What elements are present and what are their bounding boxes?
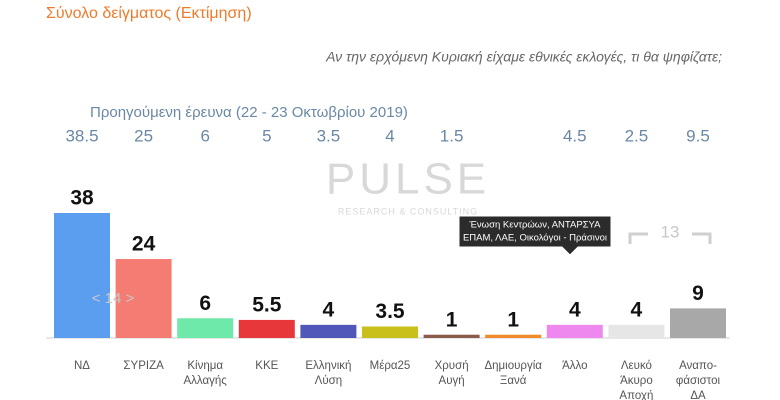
x-tick-label: Ξανά <box>500 375 527 387</box>
value-label: 24 <box>132 233 156 256</box>
value-label: 9 <box>692 282 704 305</box>
x-tick-label: Χρυσή <box>435 360 469 372</box>
x-tick-label: ΔΑ <box>690 390 706 400</box>
bar <box>546 324 603 338</box>
x-tick-label: Αποχή <box>619 390 653 400</box>
value-label: 5.5 <box>252 293 282 316</box>
previous-value: 9.5 <box>686 126 710 145</box>
value-label: 1 <box>446 308 458 331</box>
annotation: 13 <box>661 222 680 241</box>
value-label: 4 <box>631 298 643 321</box>
tooltip-line: ΕΠΑΜ, ΛΑΕ, Οικολόγοι - Πράσινοι <box>463 233 607 244</box>
x-tick-label: Αυγή <box>439 375 465 387</box>
bar <box>54 212 110 338</box>
x-tick-label: Ελληνική <box>305 360 351 372</box>
bar <box>362 326 418 338</box>
x-tick-label: ΚΚΕ <box>255 360 278 372</box>
bar <box>238 319 295 338</box>
value-label: 4 <box>569 298 581 321</box>
watermark-sub: RESEARCH & CONSULTING <box>338 206 478 216</box>
previous-value: 3.5 <box>317 126 341 145</box>
x-tick-label: Άκυρο <box>620 375 653 387</box>
x-tick-label: Αλλαγής <box>184 375 228 387</box>
value-label: 6 <box>199 292 211 315</box>
previous-value: 38.5 <box>65 126 98 145</box>
watermark: PULSE <box>326 155 490 204</box>
bar <box>300 324 357 338</box>
chart-title: Σύνολο δείγματος (Εκτίμηση) <box>46 5 252 22</box>
previous-value: 5 <box>262 126 271 145</box>
bar <box>608 324 665 338</box>
previous-value: 25 <box>134 126 153 145</box>
bracket <box>628 232 712 244</box>
x-tick-label: Λύση <box>315 375 342 387</box>
value-label: 4 <box>323 298 335 321</box>
bar <box>115 259 172 338</box>
question: Αν την ερχόμενη Κυριακή είχαμε εθνικές ε… <box>325 49 722 65</box>
bar <box>670 308 726 338</box>
previous-value: 2.5 <box>625 126 649 145</box>
value-label: 1 <box>507 308 519 331</box>
bar <box>423 334 480 338</box>
previous-value: 6 <box>200 126 209 145</box>
x-tick-label: Λευκό <box>621 360 652 372</box>
tooltip-box <box>458 215 612 256</box>
x-tick-label: Αναπο- <box>679 360 717 372</box>
x-tick-label: φάσιστοι <box>676 375 721 387</box>
bar <box>177 318 234 338</box>
bars <box>54 212 726 338</box>
x-tick-label: Μέρα25 <box>370 360 411 372</box>
x-tick-label: Κίνημα <box>187 360 223 372</box>
x-tick-label: ΣΥΡΙΖΑ <box>123 360 164 372</box>
previous-title: Προηγούμενη έρευνα (22 - 23 Οκτωβρίου 20… <box>90 104 408 121</box>
value-label: 3.5 <box>375 300 405 323</box>
bar <box>485 334 542 338</box>
tooltip-line: Ένωση Κεντρώων, ΑΝΤΑΡΣΥΑ <box>468 220 601 231</box>
previous-value: 1.5 <box>440 126 464 145</box>
previous-value: 4 <box>385 126 394 145</box>
value-label: 38 <box>70 187 94 210</box>
x-tick-label: ΝΔ <box>74 360 90 372</box>
x-tick-label: Δημιουργία <box>484 360 542 372</box>
x-tick-label: Άλλο <box>562 360 587 372</box>
annotation: < 14 > <box>92 290 135 307</box>
previous-value: 4.5 <box>563 126 587 145</box>
